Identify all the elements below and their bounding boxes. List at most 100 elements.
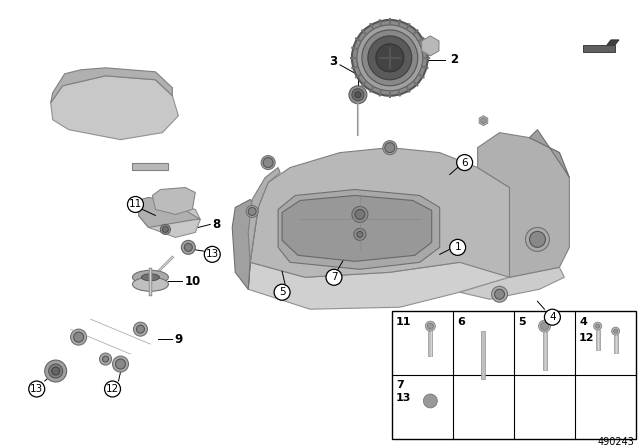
Circle shape: [426, 321, 435, 331]
Text: 13: 13: [205, 250, 219, 259]
Polygon shape: [248, 148, 509, 289]
Circle shape: [134, 322, 147, 336]
Text: 11: 11: [129, 199, 142, 210]
Polygon shape: [607, 40, 619, 45]
Text: 13: 13: [30, 384, 44, 394]
Text: 4: 4: [549, 312, 556, 322]
Circle shape: [495, 289, 504, 299]
Polygon shape: [248, 252, 509, 309]
Ellipse shape: [132, 270, 168, 284]
Polygon shape: [477, 133, 570, 277]
Circle shape: [45, 360, 67, 382]
Polygon shape: [278, 190, 440, 269]
Circle shape: [352, 207, 368, 222]
Text: 12: 12: [579, 333, 595, 343]
Text: 4: 4: [579, 317, 587, 327]
Polygon shape: [282, 195, 432, 261]
Circle shape: [184, 243, 193, 251]
Circle shape: [596, 324, 600, 328]
Polygon shape: [232, 199, 258, 289]
Text: 13: 13: [396, 393, 411, 403]
Polygon shape: [583, 45, 615, 52]
Polygon shape: [152, 188, 195, 215]
Circle shape: [163, 226, 168, 233]
Circle shape: [326, 269, 342, 285]
Polygon shape: [460, 267, 564, 299]
Polygon shape: [248, 168, 280, 263]
Circle shape: [136, 325, 145, 333]
Bar: [428, 331, 433, 356]
Polygon shape: [138, 202, 200, 237]
Circle shape: [457, 155, 472, 171]
Text: 12: 12: [106, 384, 119, 394]
Circle shape: [355, 92, 361, 98]
Circle shape: [354, 228, 366, 241]
Circle shape: [102, 356, 109, 362]
Text: 6: 6: [457, 317, 465, 327]
Circle shape: [70, 329, 86, 345]
Circle shape: [612, 327, 620, 335]
Circle shape: [525, 228, 549, 251]
Circle shape: [529, 232, 545, 247]
Circle shape: [104, 381, 120, 397]
Text: 2: 2: [450, 53, 458, 66]
Text: 5: 5: [518, 317, 525, 327]
Circle shape: [181, 241, 195, 254]
Circle shape: [423, 394, 437, 408]
Ellipse shape: [141, 274, 159, 281]
Text: 1: 1: [454, 242, 461, 252]
Circle shape: [100, 353, 111, 365]
Polygon shape: [138, 198, 200, 228]
Circle shape: [541, 322, 548, 330]
Polygon shape: [481, 118, 486, 124]
Bar: [543, 332, 547, 370]
Ellipse shape: [132, 277, 168, 291]
Text: 10: 10: [184, 275, 200, 288]
Circle shape: [49, 364, 63, 378]
Bar: [596, 330, 600, 350]
Circle shape: [127, 197, 143, 212]
Circle shape: [357, 232, 363, 237]
Circle shape: [74, 332, 84, 342]
Text: 3: 3: [329, 56, 337, 69]
Circle shape: [492, 286, 508, 302]
Circle shape: [349, 86, 367, 104]
Circle shape: [352, 20, 428, 96]
Polygon shape: [132, 163, 168, 169]
Text: 9: 9: [174, 332, 182, 345]
Circle shape: [248, 207, 256, 215]
Circle shape: [29, 381, 45, 397]
Text: 5: 5: [279, 287, 285, 297]
Circle shape: [263, 158, 273, 168]
Bar: [614, 335, 618, 353]
Circle shape: [376, 44, 404, 72]
Circle shape: [261, 155, 275, 169]
Circle shape: [113, 356, 129, 372]
Circle shape: [383, 141, 397, 155]
Circle shape: [246, 206, 258, 217]
Text: 7: 7: [331, 272, 337, 282]
Circle shape: [357, 25, 423, 91]
Polygon shape: [51, 68, 172, 103]
Polygon shape: [422, 36, 439, 56]
Text: 11: 11: [396, 317, 412, 327]
Circle shape: [450, 239, 466, 255]
Text: 6: 6: [461, 158, 468, 168]
Circle shape: [355, 210, 365, 220]
Circle shape: [161, 224, 170, 234]
Circle shape: [352, 89, 364, 101]
Circle shape: [52, 367, 60, 375]
Bar: [392, 311, 636, 439]
Polygon shape: [479, 116, 488, 126]
Circle shape: [428, 323, 433, 329]
Circle shape: [545, 309, 561, 325]
Polygon shape: [51, 76, 179, 140]
Circle shape: [204, 246, 220, 263]
Circle shape: [385, 142, 395, 153]
Text: 490243: 490243: [597, 437, 634, 447]
Circle shape: [368, 36, 412, 80]
Circle shape: [274, 284, 290, 300]
Circle shape: [614, 329, 618, 333]
Circle shape: [116, 359, 125, 369]
Circle shape: [594, 322, 602, 330]
